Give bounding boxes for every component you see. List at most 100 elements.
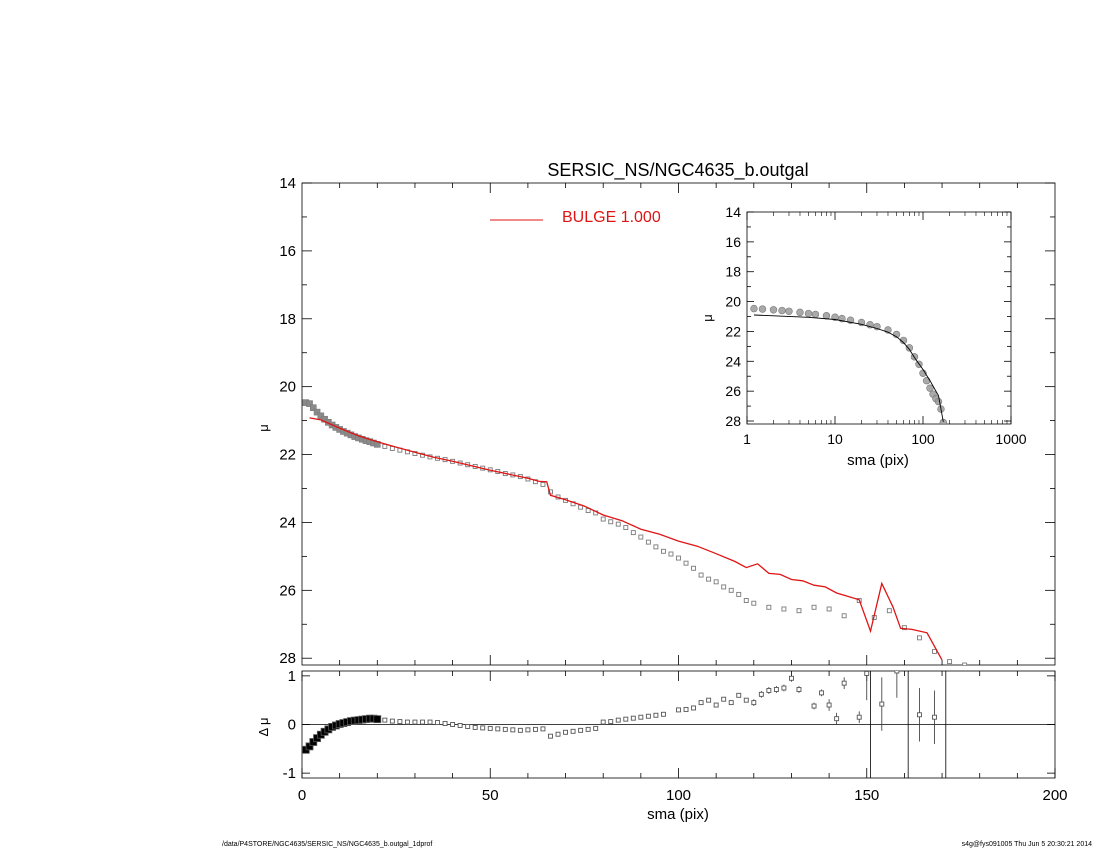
residual-point bbox=[879, 701, 885, 707]
legend-bulge-label: BULGE 1.000 bbox=[562, 209, 661, 226]
main-observed-point bbox=[721, 584, 727, 590]
residual-point bbox=[721, 696, 727, 702]
main-observed-point bbox=[691, 565, 697, 571]
main-observed-point bbox=[743, 598, 749, 603]
main-ytick-label: 16 bbox=[279, 243, 296, 260]
residual-point bbox=[630, 715, 636, 721]
residual-point bbox=[789, 675, 794, 681]
residual-point bbox=[728, 700, 734, 706]
residual-point bbox=[570, 728, 576, 734]
inset-observed-point bbox=[796, 308, 804, 317]
inset-observed-point bbox=[811, 310, 820, 319]
residual-xtick-label: 150 bbox=[854, 787, 879, 804]
main-axis-ticks: 14 16 18 20 22 24 26 28 bbox=[279, 175, 1055, 667]
main-ytick-label: 20 bbox=[279, 379, 296, 396]
residual-point bbox=[864, 671, 870, 676]
residual-point bbox=[683, 706, 689, 712]
inset-observed-point bbox=[769, 306, 778, 314]
residual-point bbox=[773, 687, 779, 692]
inset-observed-point bbox=[750, 304, 758, 313]
residual-point bbox=[435, 720, 440, 726]
residual-point bbox=[578, 727, 584, 733]
main-y-axis-label: μ bbox=[256, 424, 271, 432]
main-ytick-label: 24 bbox=[279, 514, 296, 531]
residual-point bbox=[932, 714, 937, 720]
main-ytick-label: 28 bbox=[279, 650, 296, 667]
residual-point bbox=[796, 687, 802, 692]
main-ytick-label: 14 bbox=[279, 175, 296, 192]
residual-point bbox=[510, 727, 516, 733]
residual-point bbox=[811, 703, 817, 709]
main-observed-point bbox=[713, 579, 719, 585]
residual-point bbox=[743, 697, 749, 703]
residual-point bbox=[389, 718, 395, 724]
residual-point bbox=[638, 714, 644, 720]
residual-point bbox=[600, 719, 606, 725]
residual-point bbox=[373, 715, 382, 724]
main-observed-point bbox=[630, 530, 636, 536]
residual-ytick-label: 0 bbox=[288, 717, 296, 734]
main-title: SERSIC_NS/NGC4635_b.outgal bbox=[547, 160, 808, 181]
main-observed-point bbox=[683, 560, 689, 566]
main-observed-point bbox=[660, 548, 666, 554]
residual-point bbox=[593, 725, 599, 731]
inset-panel: μ sma (pix) 14 16 18 20 22 24 26 281 10 100 1000 bbox=[700, 204, 1027, 469]
main-observed-point bbox=[653, 544, 659, 550]
residual-point bbox=[442, 721, 448, 726]
inset-y-axis-label: μ bbox=[700, 314, 715, 322]
inset-xtick-label: 100 bbox=[911, 431, 935, 447]
residual-point bbox=[397, 719, 403, 725]
inset-series-group bbox=[750, 304, 947, 424]
inset-data-marks bbox=[750, 304, 947, 424]
residual-point bbox=[660, 711, 666, 717]
main-observed-point bbox=[841, 613, 847, 619]
residual-point bbox=[766, 688, 772, 693]
main-observed-point bbox=[736, 591, 742, 597]
inset-plot-frame bbox=[746, 211, 1012, 425]
residual-point bbox=[736, 692, 742, 698]
residual-point bbox=[653, 712, 659, 718]
main-observed-point bbox=[962, 662, 968, 665]
main-observed-point bbox=[645, 539, 651, 545]
main-observed-point bbox=[676, 555, 681, 561]
main-ytick-label: 18 bbox=[279, 311, 296, 328]
inset-observed-point bbox=[804, 309, 813, 318]
inset-observed-point bbox=[899, 336, 908, 345]
main-observed-point bbox=[917, 635, 922, 641]
residual-point bbox=[826, 702, 832, 708]
main-observed-point bbox=[615, 521, 621, 527]
residual-xtick-label: 0 bbox=[298, 787, 306, 804]
residual-point bbox=[608, 719, 614, 725]
residual-point bbox=[706, 697, 712, 703]
main-observed-point bbox=[886, 608, 892, 614]
residual-point bbox=[450, 722, 456, 727]
residual-point bbox=[917, 712, 922, 718]
main-observed-point bbox=[698, 572, 704, 578]
residual-point bbox=[525, 727, 531, 733]
residual-point bbox=[713, 702, 719, 708]
inset-ytick-label: 18 bbox=[725, 264, 741, 280]
inset-observed-point bbox=[905, 344, 914, 352]
residual-point bbox=[457, 723, 463, 728]
inset-ytick-label: 14 bbox=[725, 204, 741, 220]
main-observed-point bbox=[600, 516, 606, 522]
residual-point bbox=[495, 726, 501, 732]
residual-point bbox=[420, 719, 425, 725]
residual-data-marks bbox=[302, 671, 947, 778]
main-observed-point bbox=[796, 608, 802, 614]
main-observed-point bbox=[309, 404, 317, 412]
residual-point bbox=[676, 707, 681, 713]
main-observed-point bbox=[901, 625, 907, 631]
inset-observed-point bbox=[926, 384, 934, 392]
residual-point bbox=[427, 719, 433, 725]
residual-point bbox=[615, 717, 621, 723]
main-observed-point bbox=[728, 587, 734, 593]
main-observed-point bbox=[932, 648, 937, 654]
residual-point bbox=[472, 724, 478, 730]
residual-point bbox=[563, 729, 568, 735]
footer-timestamp: s4g@fys091005 Thu Jun 5 20:30:21 2014 bbox=[961, 841, 1092, 848]
main-observed-point bbox=[623, 525, 629, 530]
residual-ytick-label: -1 bbox=[283, 765, 296, 782]
residual-xtick-label: 200 bbox=[1042, 787, 1067, 804]
